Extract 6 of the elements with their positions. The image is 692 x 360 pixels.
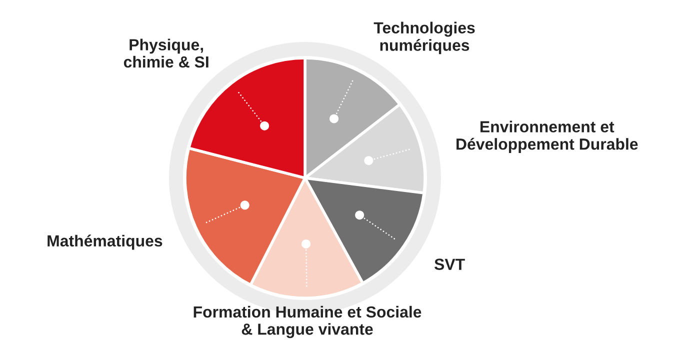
slice-label: Physique, chimie & SI — [124, 38, 208, 68]
slice-label: Mathématiques — [48, 234, 162, 250]
slice-label: Formation Humaine et Sociale & Langue vivante — [194, 306, 422, 338]
slice-label: Environnement et Développement Durable — [456, 120, 638, 153]
slice-label: SVT — [434, 258, 465, 270]
slice-label: Technologies numériques — [374, 22, 475, 54]
